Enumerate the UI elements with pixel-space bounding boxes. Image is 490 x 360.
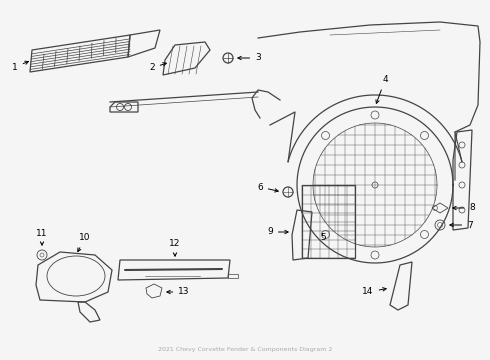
Text: 9: 9 <box>267 228 288 237</box>
Text: 7: 7 <box>450 220 473 230</box>
Text: 2: 2 <box>149 63 166 72</box>
Text: 14: 14 <box>362 288 386 297</box>
Text: 5: 5 <box>320 234 326 243</box>
Text: 8: 8 <box>453 203 475 212</box>
Text: 13: 13 <box>167 288 190 297</box>
Text: 2021 Chevy Corvette Fender & Components Diagram 2: 2021 Chevy Corvette Fender & Components … <box>158 347 332 352</box>
Text: 4: 4 <box>376 76 388 103</box>
Text: 3: 3 <box>238 54 261 63</box>
Text: 12: 12 <box>170 239 181 256</box>
Text: 11: 11 <box>36 229 48 245</box>
Text: 6: 6 <box>257 183 278 192</box>
Text: 1: 1 <box>12 61 28 72</box>
Text: 10: 10 <box>78 234 91 252</box>
